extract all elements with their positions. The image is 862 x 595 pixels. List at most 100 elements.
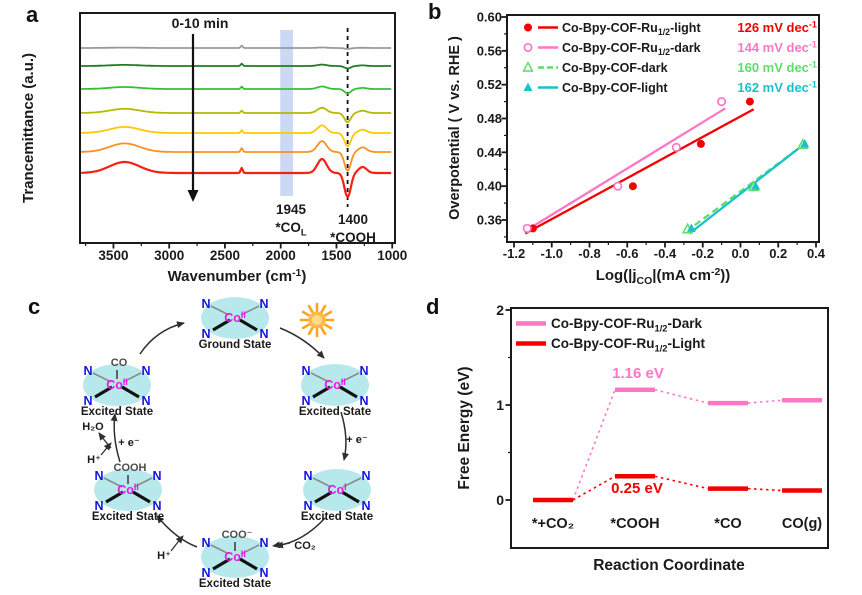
x-axis-title: Reaction Coordinate [593, 557, 745, 574]
tafel-slope-1: 144 mV dec-1 [737, 40, 817, 55]
legend-label-0: Co-Bpy-COF-Ru1/2-Dark [551, 316, 703, 333]
data-point-series-3 [686, 223, 696, 232]
fit-line-1 [524, 107, 727, 232]
y-tick-label: 0.48 [477, 111, 502, 126]
panel-a-label: a [26, 2, 39, 27]
data-point-series-3 [751, 181, 761, 190]
energy-connector [654, 475, 709, 490]
x-axis-title: Log(|jCO|(mA cm-2)) [596, 266, 731, 287]
legend-marker-1 [523, 42, 533, 53]
co2-label: CO₂ [294, 540, 316, 552]
y-tick-label: 0.60 [477, 10, 502, 25]
proton1-arrow [170, 535, 184, 552]
n-donor-label: N [94, 499, 103, 513]
electron1-label: + e⁻ [346, 434, 368, 446]
cycle-node-excited-co2: N N N N CoII Excited State [299, 364, 371, 418]
sun-icon [299, 302, 335, 338]
x-tick-label: 2000 [266, 248, 296, 263]
cycle-arrow-5 [139, 321, 185, 355]
panel-d-label: d [426, 294, 440, 319]
n-donor-label: N [152, 499, 161, 513]
x-tick-label: 2500 [210, 248, 240, 263]
state-label: Excited State [301, 511, 373, 523]
y-tick-label: 0.44 [477, 145, 503, 160]
peak-1400-value: 1400 [338, 212, 368, 227]
peak-1400-species: *COOH [330, 230, 376, 245]
n-donor-label: N [301, 394, 310, 408]
axes-frame [510, 307, 829, 549]
legend-label-2: Co-Bpy-COF-dark [562, 61, 668, 75]
n-donor-label: N [83, 394, 92, 408]
data-point-series-0 [628, 182, 637, 191]
cycle-arrow-0 [279, 327, 325, 359]
y-tick-label: 0.36 [477, 212, 502, 227]
electron2-label: + e⁻ [118, 437, 140, 449]
state-label: Ground State [199, 339, 272, 351]
cycle-arrow-1 [340, 411, 349, 461]
data-point-series-1 [717, 97, 727, 107]
x-tick-label: 1500 [321, 248, 351, 263]
data-point-series-1 [522, 223, 532, 233]
energy-series-0 [572, 387, 822, 501]
n-donor-label: N [201, 566, 210, 580]
n-donor-label: N [201, 297, 210, 311]
tafel-slope-0: 126 mV dec-1 [737, 20, 817, 35]
co2-arrow [272, 541, 291, 549]
energy-connector [654, 389, 709, 404]
ligand-label: COOH [114, 462, 147, 474]
n-donor-label: N [259, 536, 268, 550]
ftir-trace-2 [81, 85, 392, 95]
barrier-light-annotation: 0.25 eV [611, 480, 663, 497]
axes-frame [79, 12, 396, 244]
n-donor-label: N [359, 364, 368, 378]
proton1-label: H⁺ [157, 550, 171, 562]
metal-label: CoII [106, 377, 128, 392]
panel-b-label: b [428, 0, 442, 24]
water-label: H₂O [82, 421, 104, 433]
barrier-dark-annotation: 1.16 eV [612, 365, 664, 382]
axes-frame [506, 14, 820, 243]
y-tick-label: 2 [496, 302, 504, 318]
ftir-trace-3 [81, 106, 392, 123]
data-point-series-3 [800, 139, 810, 148]
x-tick-label: 3500 [98, 248, 128, 263]
data-point-series-0 [745, 97, 754, 106]
ftir-trace-5 [81, 140, 392, 172]
metal-label: CoII [117, 482, 139, 497]
x-tick-label: 0.2 [769, 246, 787, 261]
n-donor-label: N [94, 469, 103, 483]
category-label-0: *+CO₂ [532, 516, 574, 532]
y-tick-label: 0.56 [477, 43, 502, 58]
data-point-series-1 [671, 142, 681, 152]
ligand-label: CO [111, 357, 128, 369]
category-label-2: *CO [714, 516, 741, 532]
fit-line-3 [688, 141, 808, 235]
state-label: Excited State [199, 578, 271, 590]
data-point-series-1 [613, 181, 623, 191]
fit-line-0 [524, 108, 755, 235]
legend-label-0: Co-Bpy-COF-Ru1/2-light [562, 21, 701, 37]
n-donor-label: N [361, 499, 370, 513]
metal-label: CoII [224, 310, 246, 325]
energy-connector [747, 399, 783, 404]
energy-series-1 [533, 474, 822, 503]
legend-marker-0 [524, 23, 532, 32]
cycle-arrow-4 [110, 413, 121, 463]
energy-connector [572, 389, 616, 501]
x-tick-label: -1.2 [503, 246, 525, 261]
cycle-node-ground-state: N N N N CoII Ground State [199, 297, 272, 351]
n-donor-label: N [359, 394, 368, 408]
n-donor-label: N [141, 364, 150, 378]
n-donor-label: N [201, 536, 210, 550]
legend-marker-3 [523, 82, 533, 91]
category-label-3: CO(g) [782, 516, 822, 532]
n-donor-label: N [141, 394, 150, 408]
panel-c-label: c [28, 294, 41, 319]
state-label: Excited State [299, 406, 371, 418]
cycle-node-excited-co-bound: N N N N CO CoII Excited State [81, 357, 153, 418]
tafel-slope-2: 160 mV dec-1 [737, 60, 817, 75]
x-tick-label: -0.8 [578, 246, 600, 261]
n-donor-label: N [301, 364, 310, 378]
y-tick-label: 0 [496, 492, 504, 508]
panel-a-ftir-spectra-chart: 0-10 min 1945 *COL 1400 *COOH 3500 3000 2500 200… [20, 12, 407, 285]
